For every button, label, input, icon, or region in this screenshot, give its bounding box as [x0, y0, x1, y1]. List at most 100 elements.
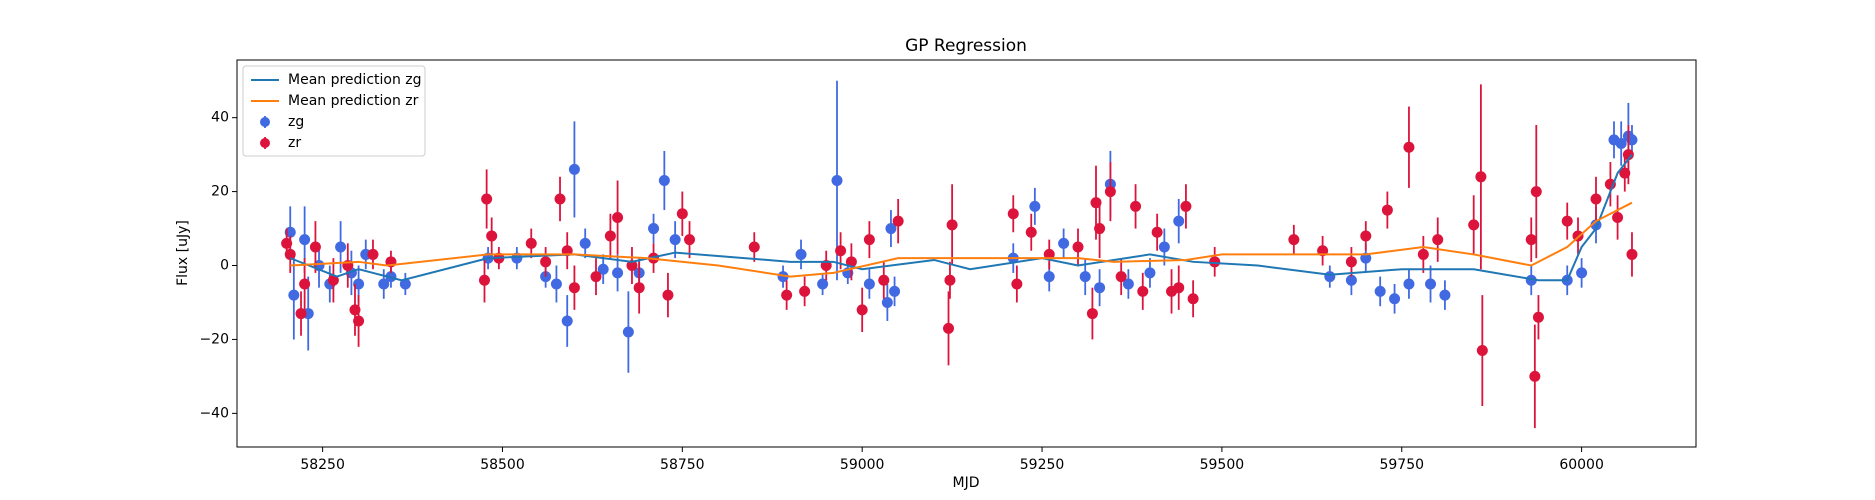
data-point	[863, 234, 875, 246]
data-point	[1615, 138, 1627, 150]
plot-frame	[236, 59, 1697, 448]
mean-line	[290, 201, 1633, 278]
data-point	[1025, 226, 1037, 238]
data-point	[1374, 285, 1386, 297]
data-point	[1324, 271, 1336, 283]
data-point	[662, 289, 674, 301]
data-point	[378, 278, 390, 290]
data-point	[1576, 267, 1588, 279]
legend-swatch	[260, 138, 270, 148]
data-point	[1389, 293, 1401, 305]
data-point	[540, 256, 552, 268]
data-point	[1590, 193, 1602, 205]
y-tick-label: −40	[199, 405, 229, 421]
data-point	[1180, 200, 1192, 212]
data-point	[295, 308, 307, 320]
data-point	[1532, 311, 1544, 323]
data-point	[1094, 223, 1106, 235]
data-point	[399, 278, 411, 290]
data-point	[554, 193, 566, 205]
data-point	[748, 241, 760, 253]
data-point	[579, 237, 591, 249]
data-point	[353, 315, 365, 327]
legend-label: Mean prediction zg	[288, 72, 422, 88]
chart-title: GP Regression	[905, 36, 1027, 56]
data-point	[1072, 241, 1084, 253]
data-point	[1029, 200, 1041, 212]
data-point	[658, 174, 670, 186]
data-point	[1288, 234, 1300, 246]
data-point	[1058, 237, 1070, 249]
data-point	[1439, 289, 1451, 301]
data-point	[676, 208, 688, 220]
data-point	[1209, 256, 1221, 268]
data-point	[478, 274, 490, 286]
x-tick-label: 59500	[1200, 457, 1245, 473]
data-point	[367, 248, 379, 260]
data-point	[1173, 282, 1185, 294]
data-point	[1360, 230, 1372, 242]
data-point	[568, 163, 580, 175]
data-point	[863, 278, 875, 290]
data-point	[633, 282, 645, 294]
data-point	[335, 241, 347, 253]
data-point	[309, 241, 321, 253]
data-point	[1425, 278, 1437, 290]
data-point	[795, 248, 807, 260]
x-tick-label: 59000	[840, 457, 885, 473]
data-point	[845, 256, 857, 268]
data-point	[1432, 234, 1444, 246]
data-point	[525, 237, 537, 249]
data-point	[892, 215, 904, 227]
data-point	[481, 193, 493, 205]
data-point	[1476, 345, 1488, 357]
x-tick-label: 58500	[480, 457, 525, 473]
data-point	[612, 267, 624, 279]
data-point	[1104, 186, 1116, 198]
data-point	[1525, 234, 1537, 246]
data-point	[568, 282, 580, 294]
x-tick-label: 59750	[1379, 457, 1424, 473]
data-point	[1158, 241, 1170, 253]
data-point	[777, 271, 789, 283]
data-point	[626, 260, 638, 272]
data-point	[1086, 308, 1098, 320]
data-point	[1626, 248, 1638, 260]
data-point	[327, 274, 339, 286]
data-point	[1151, 226, 1163, 238]
data-point	[1094, 282, 1106, 294]
data-point	[1115, 271, 1127, 283]
legend-box	[242, 65, 426, 157]
x-tick-label: 59250	[1020, 457, 1065, 473]
data-point	[943, 322, 955, 334]
legend-swatch	[260, 117, 270, 127]
data-point	[1173, 215, 1185, 227]
data-point	[622, 326, 634, 338]
data-point	[831, 174, 843, 186]
data-point	[1122, 278, 1134, 290]
y-axis-label: Flux [uJy]	[175, 220, 191, 286]
data-point	[684, 234, 696, 246]
data-point	[817, 278, 829, 290]
data-point	[781, 289, 793, 301]
data-point	[1144, 267, 1156, 279]
data-point	[284, 248, 296, 260]
x-tick-label: 60000	[1559, 457, 1604, 473]
data-point	[299, 278, 311, 290]
data-point	[878, 274, 890, 286]
data-point	[1468, 219, 1480, 231]
data-point	[799, 285, 811, 297]
data-point	[550, 278, 562, 290]
legend-label: Mean prediction zr	[288, 93, 419, 109]
data-point	[1403, 278, 1415, 290]
y-tick-label: −20	[199, 331, 229, 347]
data-point	[946, 219, 958, 231]
data-point	[1561, 215, 1573, 227]
data-point	[648, 223, 660, 235]
data-point	[597, 263, 609, 275]
legend-label: zr	[288, 135, 301, 151]
x-tick-label: 58250	[300, 457, 345, 473]
data-point	[1187, 293, 1199, 305]
